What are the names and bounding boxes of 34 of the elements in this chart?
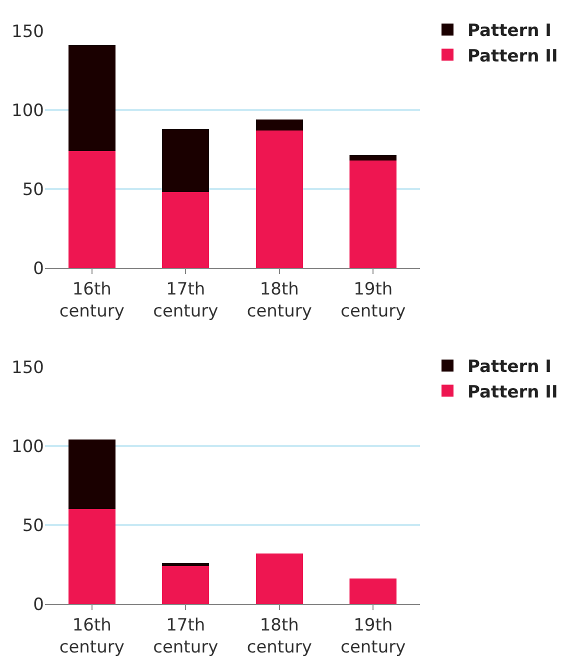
bar xyxy=(68,440,116,510)
x-tick-label: 18th century xyxy=(246,615,312,658)
y-tick-label: 150 xyxy=(12,358,44,378)
legend-label: Pattern I xyxy=(468,357,552,378)
bar xyxy=(68,45,116,152)
x-tick-label: 17th century xyxy=(153,615,218,658)
legend-label: Pattern II xyxy=(468,382,558,402)
bar xyxy=(68,509,116,604)
x-tick-label: 19th century xyxy=(340,615,406,658)
x-tick-label: 19th century xyxy=(340,279,406,322)
y-tick-label: 0 xyxy=(33,594,44,615)
y-tick-label: 100 xyxy=(12,436,44,457)
bar xyxy=(350,160,397,268)
bar xyxy=(256,553,303,604)
x-tick-label: 16th century xyxy=(59,615,124,658)
bar xyxy=(256,130,303,268)
bar xyxy=(350,155,397,161)
y-tick-label: 50 xyxy=(22,180,44,200)
bar xyxy=(350,578,397,604)
x-tick-label: 16th century xyxy=(59,279,124,322)
bar xyxy=(256,119,303,131)
legend-label: Pattern I xyxy=(468,21,552,42)
legend-label: Pattern II xyxy=(468,46,558,66)
bar xyxy=(162,128,210,192)
y-tick-label: 100 xyxy=(12,100,44,121)
bar xyxy=(162,566,210,604)
y-tick-label: 150 xyxy=(12,22,44,42)
y-tick-label: 50 xyxy=(22,516,44,536)
x-tick-label: 17th century xyxy=(153,279,218,322)
bar xyxy=(162,562,210,566)
x-tick-label: 18th century xyxy=(246,279,312,322)
bar xyxy=(68,151,116,268)
bar xyxy=(162,192,210,268)
y-tick-label: 0 xyxy=(33,258,44,279)
